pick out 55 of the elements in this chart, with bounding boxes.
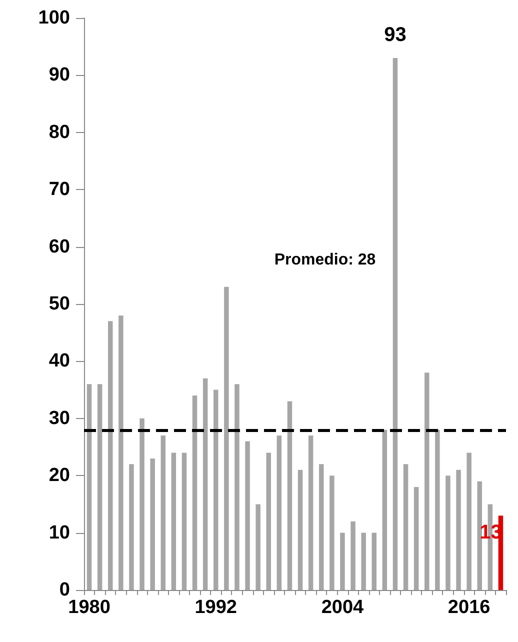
bar [456, 470, 461, 590]
x-tick-label: 1980 [68, 597, 110, 618]
bar [466, 452, 472, 590]
bar [382, 430, 388, 590]
x-tick-label: 2004 [321, 597, 364, 618]
bar [287, 401, 292, 590]
bar [160, 436, 166, 590]
bar [392, 58, 398, 590]
bar [477, 481, 482, 590]
bar [361, 532, 366, 590]
bar [424, 372, 430, 590]
bar [245, 441, 250, 590]
y-tick-label: 40 [48, 350, 70, 372]
bar [118, 315, 124, 590]
bar [140, 418, 144, 590]
bar [276, 436, 282, 590]
bar [234, 384, 240, 590]
bar [350, 521, 356, 590]
y-tick-label: 50 [48, 294, 70, 314]
bar [108, 321, 113, 590]
bar [192, 396, 198, 590]
bar [86, 384, 92, 590]
bar [435, 430, 440, 590]
data-label: 93 [384, 24, 406, 46]
x-tick-label: 1992 [194, 597, 238, 618]
bar [150, 458, 155, 590]
bar [340, 532, 345, 590]
ref-line-label: Promedio: 28 [274, 251, 376, 268]
y-tick-label: 10 [48, 522, 70, 544]
bar [256, 504, 260, 590]
x-tick-label: 2016 [448, 597, 490, 618]
bar [97, 384, 102, 590]
bar [182, 452, 187, 590]
bar [266, 452, 271, 590]
bar [171, 452, 176, 590]
y-tick-label: 70 [48, 179, 70, 200]
y-tick-label: 20 [48, 465, 70, 486]
bar [214, 390, 218, 590]
bar [319, 464, 324, 590]
bar [224, 286, 229, 590]
y-tick-label: 60 [48, 236, 70, 258]
bar [129, 464, 134, 590]
bar [414, 487, 419, 590]
y-tick-label: 90 [48, 64, 70, 86]
bar [202, 378, 208, 590]
y-tick-label: 100 [38, 8, 70, 28]
y-tick-label: 30 [48, 408, 70, 429]
bar [330, 476, 334, 590]
y-tick-label: 80 [48, 122, 70, 143]
y-tick-label: 0 [59, 580, 70, 600]
bar [308, 436, 314, 590]
bar [446, 476, 450, 590]
bar [372, 532, 376, 590]
bar [403, 464, 408, 590]
bar [298, 470, 303, 590]
